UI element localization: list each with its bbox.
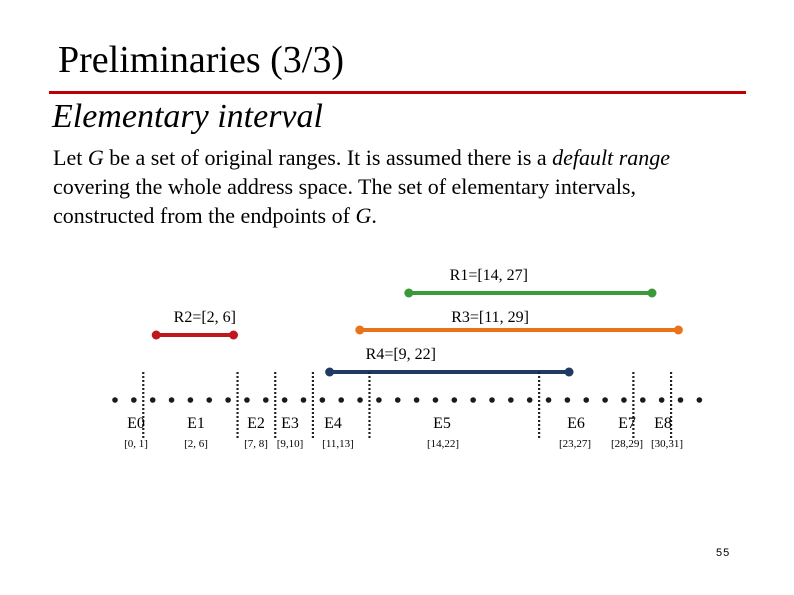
elementary-interval-range: [2, 6]	[184, 438, 208, 450]
range-endpoint-start	[355, 325, 365, 335]
address-point	[696, 397, 703, 403]
range-endpoint-end	[647, 288, 657, 298]
address-point	[376, 397, 382, 403]
address-point	[244, 397, 250, 403]
body-text-italic: G	[355, 203, 372, 228]
elementary-interval-range: [30,31]	[651, 438, 683, 450]
elementary-interval-name: E3	[281, 415, 299, 432]
elementary-interval-name: E1	[187, 415, 205, 432]
elementary-interval-name: E2	[247, 415, 265, 432]
address-point	[149, 397, 156, 403]
address-point	[621, 397, 627, 403]
range-label-r4: R4=[9, 22]	[366, 346, 436, 363]
address-point	[281, 397, 288, 403]
body-paragraph: Let G be a set of original ranges. It is…	[53, 143, 773, 230]
address-point	[168, 397, 175, 403]
address-point	[583, 397, 590, 403]
address-point	[508, 397, 514, 403]
address-point	[206, 397, 213, 403]
elementary-interval-range: [11,13]	[322, 438, 354, 450]
address-point	[225, 397, 231, 403]
range-label-r1: R1=[14, 27]	[450, 267, 528, 284]
body-text-italic: G	[87, 145, 104, 170]
address-point	[564, 397, 571, 403]
address-point	[432, 397, 439, 403]
address-point	[131, 397, 137, 403]
address-point	[451, 397, 458, 403]
address-point	[394, 397, 401, 403]
slide-subtitle: Elementary interval	[52, 98, 323, 135]
range-label-r2: R2=[2, 6]	[174, 309, 236, 326]
address-point	[187, 397, 194, 403]
elementary-interval-name: E5	[433, 415, 451, 432]
body-text-segment: Let	[53, 145, 88, 170]
range-label-r3: R3=[11, 29]	[451, 309, 529, 326]
elementary-interval-range: [9,10]	[277, 438, 304, 450]
range-endpoint-start	[325, 367, 335, 377]
body-line-1: Let G be a set of original ranges. It is…	[53, 143, 773, 172]
elementary-interval-name: E4	[324, 415, 342, 432]
address-point	[658, 397, 665, 403]
slide-title: Preliminaries (3/3)	[58, 39, 344, 81]
elementary-interval-name: E0	[127, 415, 145, 432]
elementary-interval-range: [14,22]	[427, 438, 459, 450]
body-line-3: constructed from the endpoints of G.	[53, 201, 773, 230]
elementary-interval-name: E6	[567, 415, 585, 432]
elementary-interval-range: [28,29]	[611, 438, 643, 450]
body-line-2: covering the whole address space. The se…	[53, 172, 773, 201]
range-endpoint-end	[673, 325, 683, 335]
address-point	[526, 397, 533, 403]
page-number: 55	[716, 547, 731, 559]
address-point	[677, 397, 684, 403]
address-point	[413, 397, 420, 403]
address-point	[640, 397, 646, 403]
range-endpoint-end	[564, 367, 574, 377]
range-endpoint-start	[151, 330, 161, 340]
elementary-interval-name: E8	[654, 415, 672, 432]
address-point	[489, 397, 495, 403]
address-point	[263, 397, 269, 403]
address-point	[319, 397, 326, 403]
body-text-segment: .	[371, 203, 377, 228]
address-point	[602, 397, 608, 403]
body-text-segment: covering the whole address space. The se…	[53, 174, 636, 199]
address-point	[470, 397, 476, 403]
elementary-interval-range: [0, 1]	[124, 438, 148, 450]
address-point	[112, 397, 118, 403]
title-divider	[49, 91, 746, 94]
range-endpoint-start	[404, 288, 414, 298]
address-point	[338, 397, 345, 403]
body-text-italic: default range	[552, 145, 671, 170]
elementary-interval-range: [7, 8]	[244, 438, 268, 450]
address-point	[357, 397, 363, 403]
address-point	[300, 397, 307, 403]
elementary-interval-range: [23,27]	[559, 438, 591, 450]
body-text-segment: be a set of original ranges. It is assum…	[103, 145, 553, 170]
elementary-interval-name: E7	[618, 415, 636, 432]
body-text-segment: constructed from the endpoints of	[53, 203, 356, 228]
range-endpoint-end	[229, 330, 239, 340]
address-point	[545, 397, 552, 403]
